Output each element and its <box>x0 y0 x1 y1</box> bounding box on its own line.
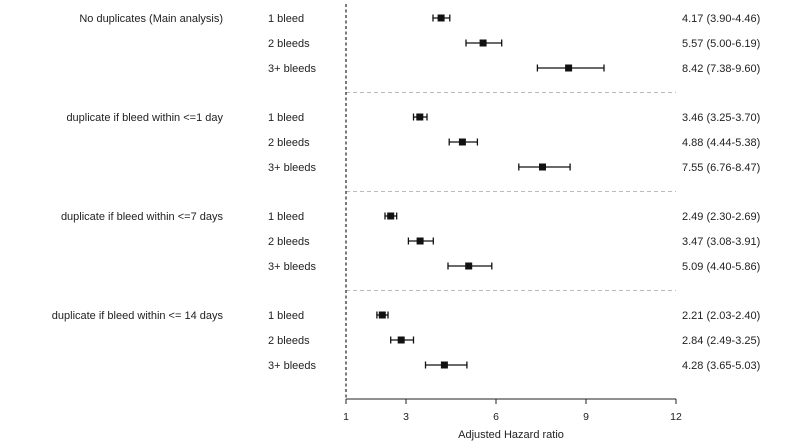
ci-label: 2.84 (2.49-3.25) <box>682 335 760 347</box>
x-tick-label: 9 <box>583 411 589 423</box>
ci-label: 4.88 (4.44-5.38) <box>682 137 760 149</box>
x-tick-label: 12 <box>670 411 682 423</box>
row-label: 2 bleeds <box>268 335 310 347</box>
row-label: 1 bleed <box>268 310 304 322</box>
x-tick-label: 3 <box>403 411 409 423</box>
hr-marker <box>440 361 448 369</box>
ci-label: 3.47 (3.08-3.91) <box>682 236 760 248</box>
row-label: 2 bleeds <box>268 236 310 248</box>
ci-label: 4.17 (3.90-4.46) <box>682 13 760 25</box>
hr-marker <box>458 138 466 146</box>
hr-marker <box>437 14 445 22</box>
group-label: duplicate if bleed within <=1 day <box>66 112 223 124</box>
ci-label: 4.28 (3.65-5.03) <box>682 360 760 372</box>
row-label: 1 bleed <box>268 112 304 124</box>
row-label: 3+ bleeds <box>268 63 317 75</box>
hr-marker <box>416 113 424 121</box>
ci-label: 8.42 (7.38-9.60) <box>682 63 760 75</box>
ci-label: 3.46 (3.25-3.70) <box>682 112 760 124</box>
hr-marker <box>479 39 487 47</box>
hr-marker <box>378 311 386 319</box>
group-label: duplicate if bleed within <=7 days <box>61 211 224 223</box>
x-tick-label: 6 <box>493 411 499 423</box>
row-label: 2 bleeds <box>268 137 310 149</box>
row-label: 1 bleed <box>268 211 304 223</box>
ci-label: 7.55 (6.76-8.47) <box>682 162 760 174</box>
row-label: 1 bleed <box>268 13 304 25</box>
ci-label: 2.21 (2.03-2.40) <box>682 310 760 322</box>
row-label: 2 bleeds <box>268 38 310 50</box>
hr-marker <box>465 262 473 270</box>
hr-marker <box>565 64 573 72</box>
row-label: 3+ bleeds <box>268 261 317 273</box>
hr-marker <box>416 237 424 245</box>
row-label: 3+ bleeds <box>268 162 317 174</box>
group-label: duplicate if bleed within <= 14 days <box>52 310 224 322</box>
ci-label: 5.57 (5.00-6.19) <box>682 38 760 50</box>
group-label: No duplicates (Main analysis) <box>79 13 223 25</box>
row-label: 3+ bleeds <box>268 360 317 372</box>
x-axis-title: Adjusted Hazard ratio <box>458 429 564 441</box>
ci-label: 5.09 (4.40-5.86) <box>682 261 760 273</box>
hr-marker <box>387 212 395 220</box>
x-tick-label: 1 <box>343 411 349 423</box>
ci-label: 2.49 (2.30-2.69) <box>682 211 760 223</box>
hr-marker <box>539 163 546 171</box>
hr-marker <box>397 336 405 344</box>
